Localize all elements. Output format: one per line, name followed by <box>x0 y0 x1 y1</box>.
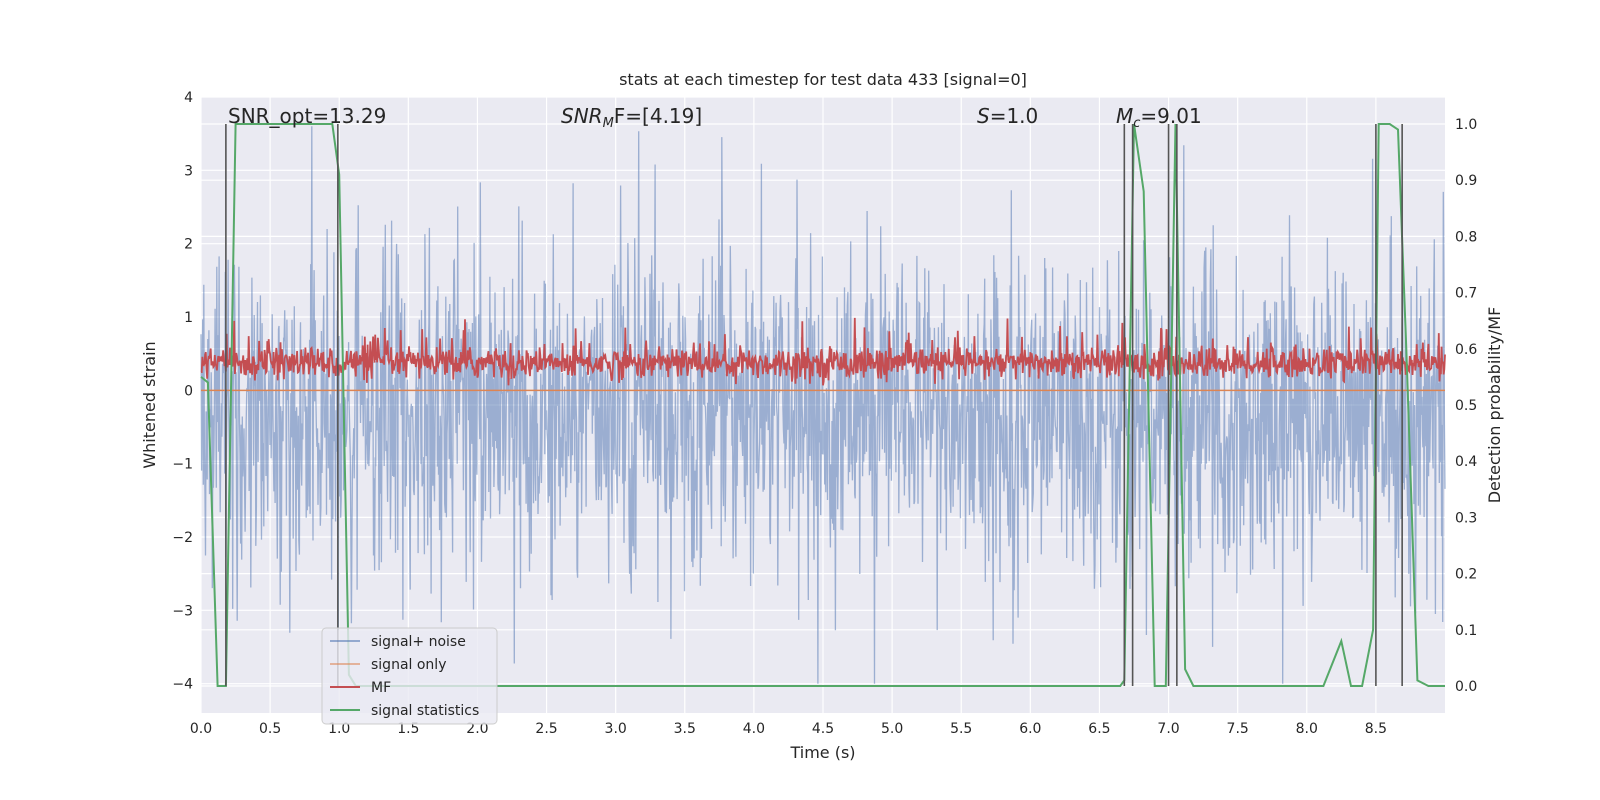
x-tick-label: 3.5 <box>674 721 696 737</box>
y-right-tick-label: 0.1 <box>1455 623 1477 639</box>
x-tick-label: 1.0 <box>328 721 350 737</box>
x-tick-label: 8.0 <box>1296 721 1318 737</box>
x-tick-label: 2.0 <box>466 721 488 737</box>
y-left-axis-label: Whitened strain <box>140 341 159 468</box>
x-tick-label: 6.5 <box>1088 721 1110 737</box>
x-axis-label: Time (s) <box>789 743 855 762</box>
chart-title: stats at each timestep for test data 433… <box>619 70 1027 89</box>
y-right-tick-label: 0.5 <box>1455 398 1477 414</box>
x-tick-label: 7.0 <box>1157 721 1179 737</box>
x-tick-label: 3.0 <box>605 721 627 737</box>
y-left-tick-label: 3 <box>184 163 193 179</box>
y-left-tick-label: −2 <box>172 530 193 546</box>
y-left-axis-ticks: 4 3 2 1 0 −1 −2 −3 −4 <box>172 90 193 693</box>
s-value: =1.0 <box>990 104 1039 128</box>
y-right-tick-label: 0.8 <box>1455 229 1477 245</box>
y-right-tick-label: 1.0 <box>1455 117 1477 133</box>
y-right-tick-label: 0.2 <box>1455 567 1477 583</box>
y-left-tick-label: 4 <box>184 90 193 106</box>
y-left-tick-label: 2 <box>184 237 193 253</box>
y-left-tick-label: 1 <box>184 310 193 326</box>
y-left-tick-label: −3 <box>172 603 193 619</box>
x-tick-label: 7.5 <box>1227 721 1249 737</box>
legend: signal+ noise signal only MF signal statist… <box>321 627 498 725</box>
x-tick-label: 4.0 <box>743 721 765 737</box>
y-right-axis-ticks: 1.0 0.9 0.8 0.7 0.6 0.5 0.4 0.3 0.2 0.1 0.0 <box>1455 117 1477 695</box>
legend-label: signal statistics <box>371 703 479 719</box>
y-left-tick-label: 0 <box>184 383 193 399</box>
annotation-s: S=1.0 <box>977 104 1038 128</box>
x-tick-label: 2.5 <box>535 721 557 737</box>
signal-statistics-line <box>200 123 1445 687</box>
x-tick-label: 5.0 <box>881 721 903 737</box>
y-right-tick-label: 0.0 <box>1455 679 1477 695</box>
y-right-tick-label: 0.7 <box>1455 286 1477 302</box>
snr-mf-value: F=[4.19] <box>614 104 702 128</box>
y-right-tick-label: 0.9 <box>1455 173 1477 189</box>
annotation-mc: Mc=9.01 <box>1116 104 1202 131</box>
y-right-tick-label: 0.6 <box>1455 342 1477 358</box>
x-tick-label: 0.0 <box>190 721 212 737</box>
legend-label: signal only <box>371 657 446 673</box>
y-right-tick-label: 0.4 <box>1455 454 1477 470</box>
x-tick-label: 8.5 <box>1365 721 1387 737</box>
x-tick-label: 1.5 <box>397 721 419 737</box>
annotation-snr-opt: SNR_opt=13.29 <box>228 104 386 128</box>
legend-label: MF <box>371 680 391 696</box>
x-tick-label: 0.5 <box>259 721 281 737</box>
snr-mf-subscript: M <box>603 116 614 131</box>
y-left-tick-label: −4 <box>172 677 193 693</box>
s-label: S <box>977 104 990 128</box>
y-right-tick-label: 0.3 <box>1455 510 1477 526</box>
y-left-tick-label: −1 <box>172 457 193 473</box>
signal-statistics-series <box>200 123 1445 687</box>
x-tick-label: 5.5 <box>950 721 972 737</box>
mc-subscript: c <box>1133 116 1140 131</box>
legend-box <box>321 627 498 725</box>
mf-line <box>200 317 1446 386</box>
mf-series <box>200 317 1446 386</box>
y-right-axis-label: Detection probability/MF <box>1485 307 1504 504</box>
mc-value: =9.01 <box>1140 104 1201 128</box>
mc-label: M <box>1116 104 1133 128</box>
x-tick-label: 4.5 <box>812 721 834 737</box>
x-tick-label: 6.0 <box>1019 721 1041 737</box>
annotation-snr-mf: SNRMF=[4.19] <box>561 104 702 131</box>
vertical-markers <box>225 123 1403 687</box>
snr-mf-label: SNR <box>561 104 603 128</box>
x-axis-ticks: 0.0 0.5 1.0 1.5 2.0 2.5 3.0 3.5 4.0 4.5 5.0 5.5 6.0 6… <box>190 721 1387 737</box>
legend-label: signal+ noise <box>371 634 466 650</box>
